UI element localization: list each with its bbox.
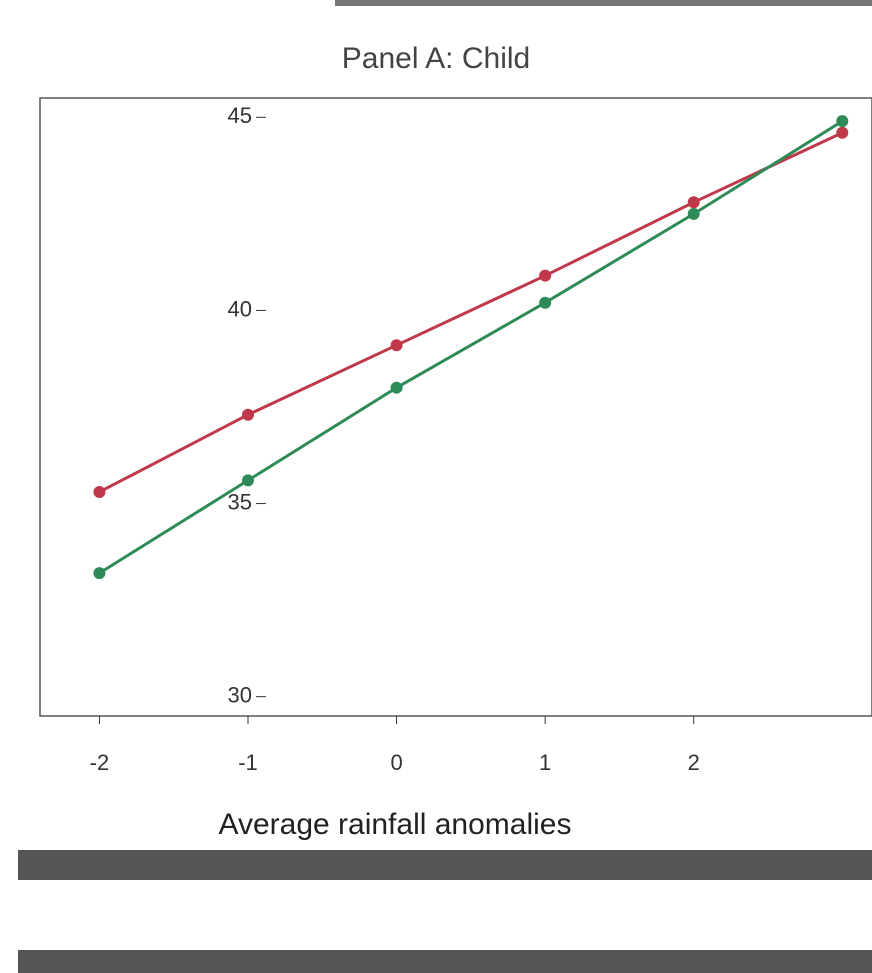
point bbox=[242, 474, 254, 487]
point bbox=[836, 126, 849, 139]
x-tick-label: 2 bbox=[688, 750, 700, 775]
chart-title: Panel A: Child bbox=[342, 42, 530, 75]
series-line bbox=[98, 131, 843, 494]
band bbox=[18, 950, 872, 973]
point bbox=[390, 339, 403, 352]
point bbox=[836, 115, 849, 128]
x-axis-title: Average rainfall anomalies bbox=[219, 808, 572, 841]
point bbox=[93, 567, 106, 580]
point bbox=[242, 408, 254, 421]
y-tick-label: 45 bbox=[228, 103, 252, 128]
point bbox=[93, 485, 106, 498]
band bbox=[18, 850, 872, 880]
top-bar bbox=[335, 0, 872, 6]
point bbox=[539, 296, 552, 309]
plot-frame bbox=[39, 97, 872, 717]
point bbox=[390, 381, 403, 394]
point bbox=[539, 269, 552, 282]
y-tick-label: 30 bbox=[228, 683, 252, 708]
x-tick-label: 1 bbox=[539, 750, 551, 775]
point bbox=[687, 196, 700, 209]
x-tick-label: -2 bbox=[90, 750, 110, 775]
y-tick-label: 35 bbox=[228, 489, 252, 514]
x-tick-label: 0 bbox=[390, 750, 402, 775]
y-tick-label: 40 bbox=[228, 296, 252, 321]
point bbox=[687, 207, 700, 220]
series-line bbox=[98, 119, 844, 575]
x-tick-label: -1 bbox=[238, 750, 258, 775]
